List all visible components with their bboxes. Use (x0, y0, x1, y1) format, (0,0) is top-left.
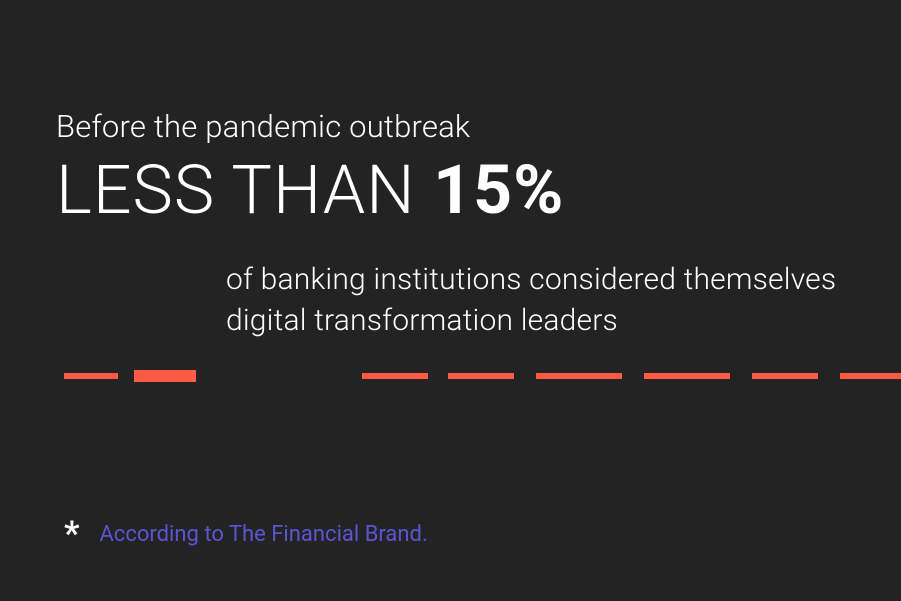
intro-text: Before the pandemic outbreak (56, 108, 861, 145)
dash-segment (362, 373, 428, 379)
dash-segment (448, 373, 514, 379)
footnote: * According to The Financial Brand. (64, 517, 428, 551)
dash-segment (64, 373, 118, 379)
headline-prefix: LESS THAN (56, 150, 433, 230)
headline: LESS THAN 15% (56, 155, 861, 226)
asterisk-icon: * (64, 517, 79, 551)
dash-segment (752, 373, 818, 379)
dash-segment (134, 370, 196, 382)
headline-stat: 15% (433, 150, 564, 230)
dash-segment (536, 373, 622, 379)
body-text: of banking institutions considered thems… (226, 260, 846, 341)
decorative-dashes (0, 370, 901, 382)
footnote-text: According to The Financial Brand. (99, 522, 427, 547)
infographic-content: Before the pandemic outbreak LESS THAN 1… (56, 108, 861, 341)
dash-segment (840, 373, 901, 379)
dash-segment (644, 373, 730, 379)
